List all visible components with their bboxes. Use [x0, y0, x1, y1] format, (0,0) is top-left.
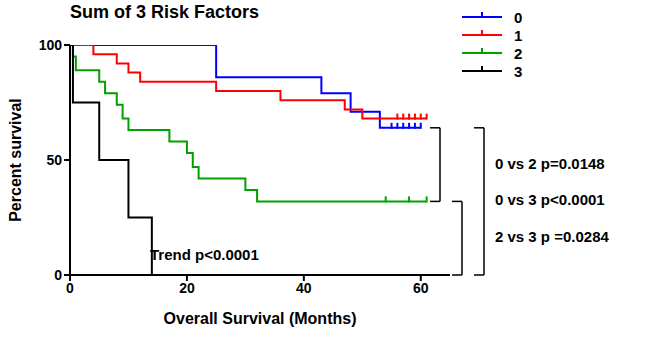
html-text:0 vs 3 p<0.0001: 0 vs 3 p<0.0001	[495, 191, 605, 209]
html-text:2: 2	[514, 44, 523, 62]
svg-text:0: 0	[54, 267, 62, 283]
html-text:3: 3	[514, 62, 523, 80]
svg-text:0: 0	[66, 280, 74, 296]
html-text:0: 0	[514, 8, 523, 26]
html-text:Percent survival: Percent survival	[7, 98, 24, 222]
html-text:Sum of 3 Risk Factors: Sum of 3 Risk Factors	[70, 2, 260, 22]
svg-text:20: 20	[179, 280, 195, 296]
svg-text:60: 60	[413, 280, 429, 296]
html-text:2 vs 3 p =0.0284: 2 vs 3 p =0.0284	[495, 228, 609, 246]
svg-text:40: 40	[296, 280, 312, 296]
svg-text:50: 50	[46, 152, 62, 168]
html-text:Trend p<0.0001: Trend p<0.0001	[150, 246, 259, 263]
html-text:1: 1	[514, 26, 523, 44]
html-text:0 vs 2 p=0.0148: 0 vs 2 p=0.0148	[495, 154, 605, 172]
html-text:Overall Survival (Months): Overall Survival (Months)	[163, 310, 357, 327]
svg-text:100: 100	[39, 37, 63, 53]
